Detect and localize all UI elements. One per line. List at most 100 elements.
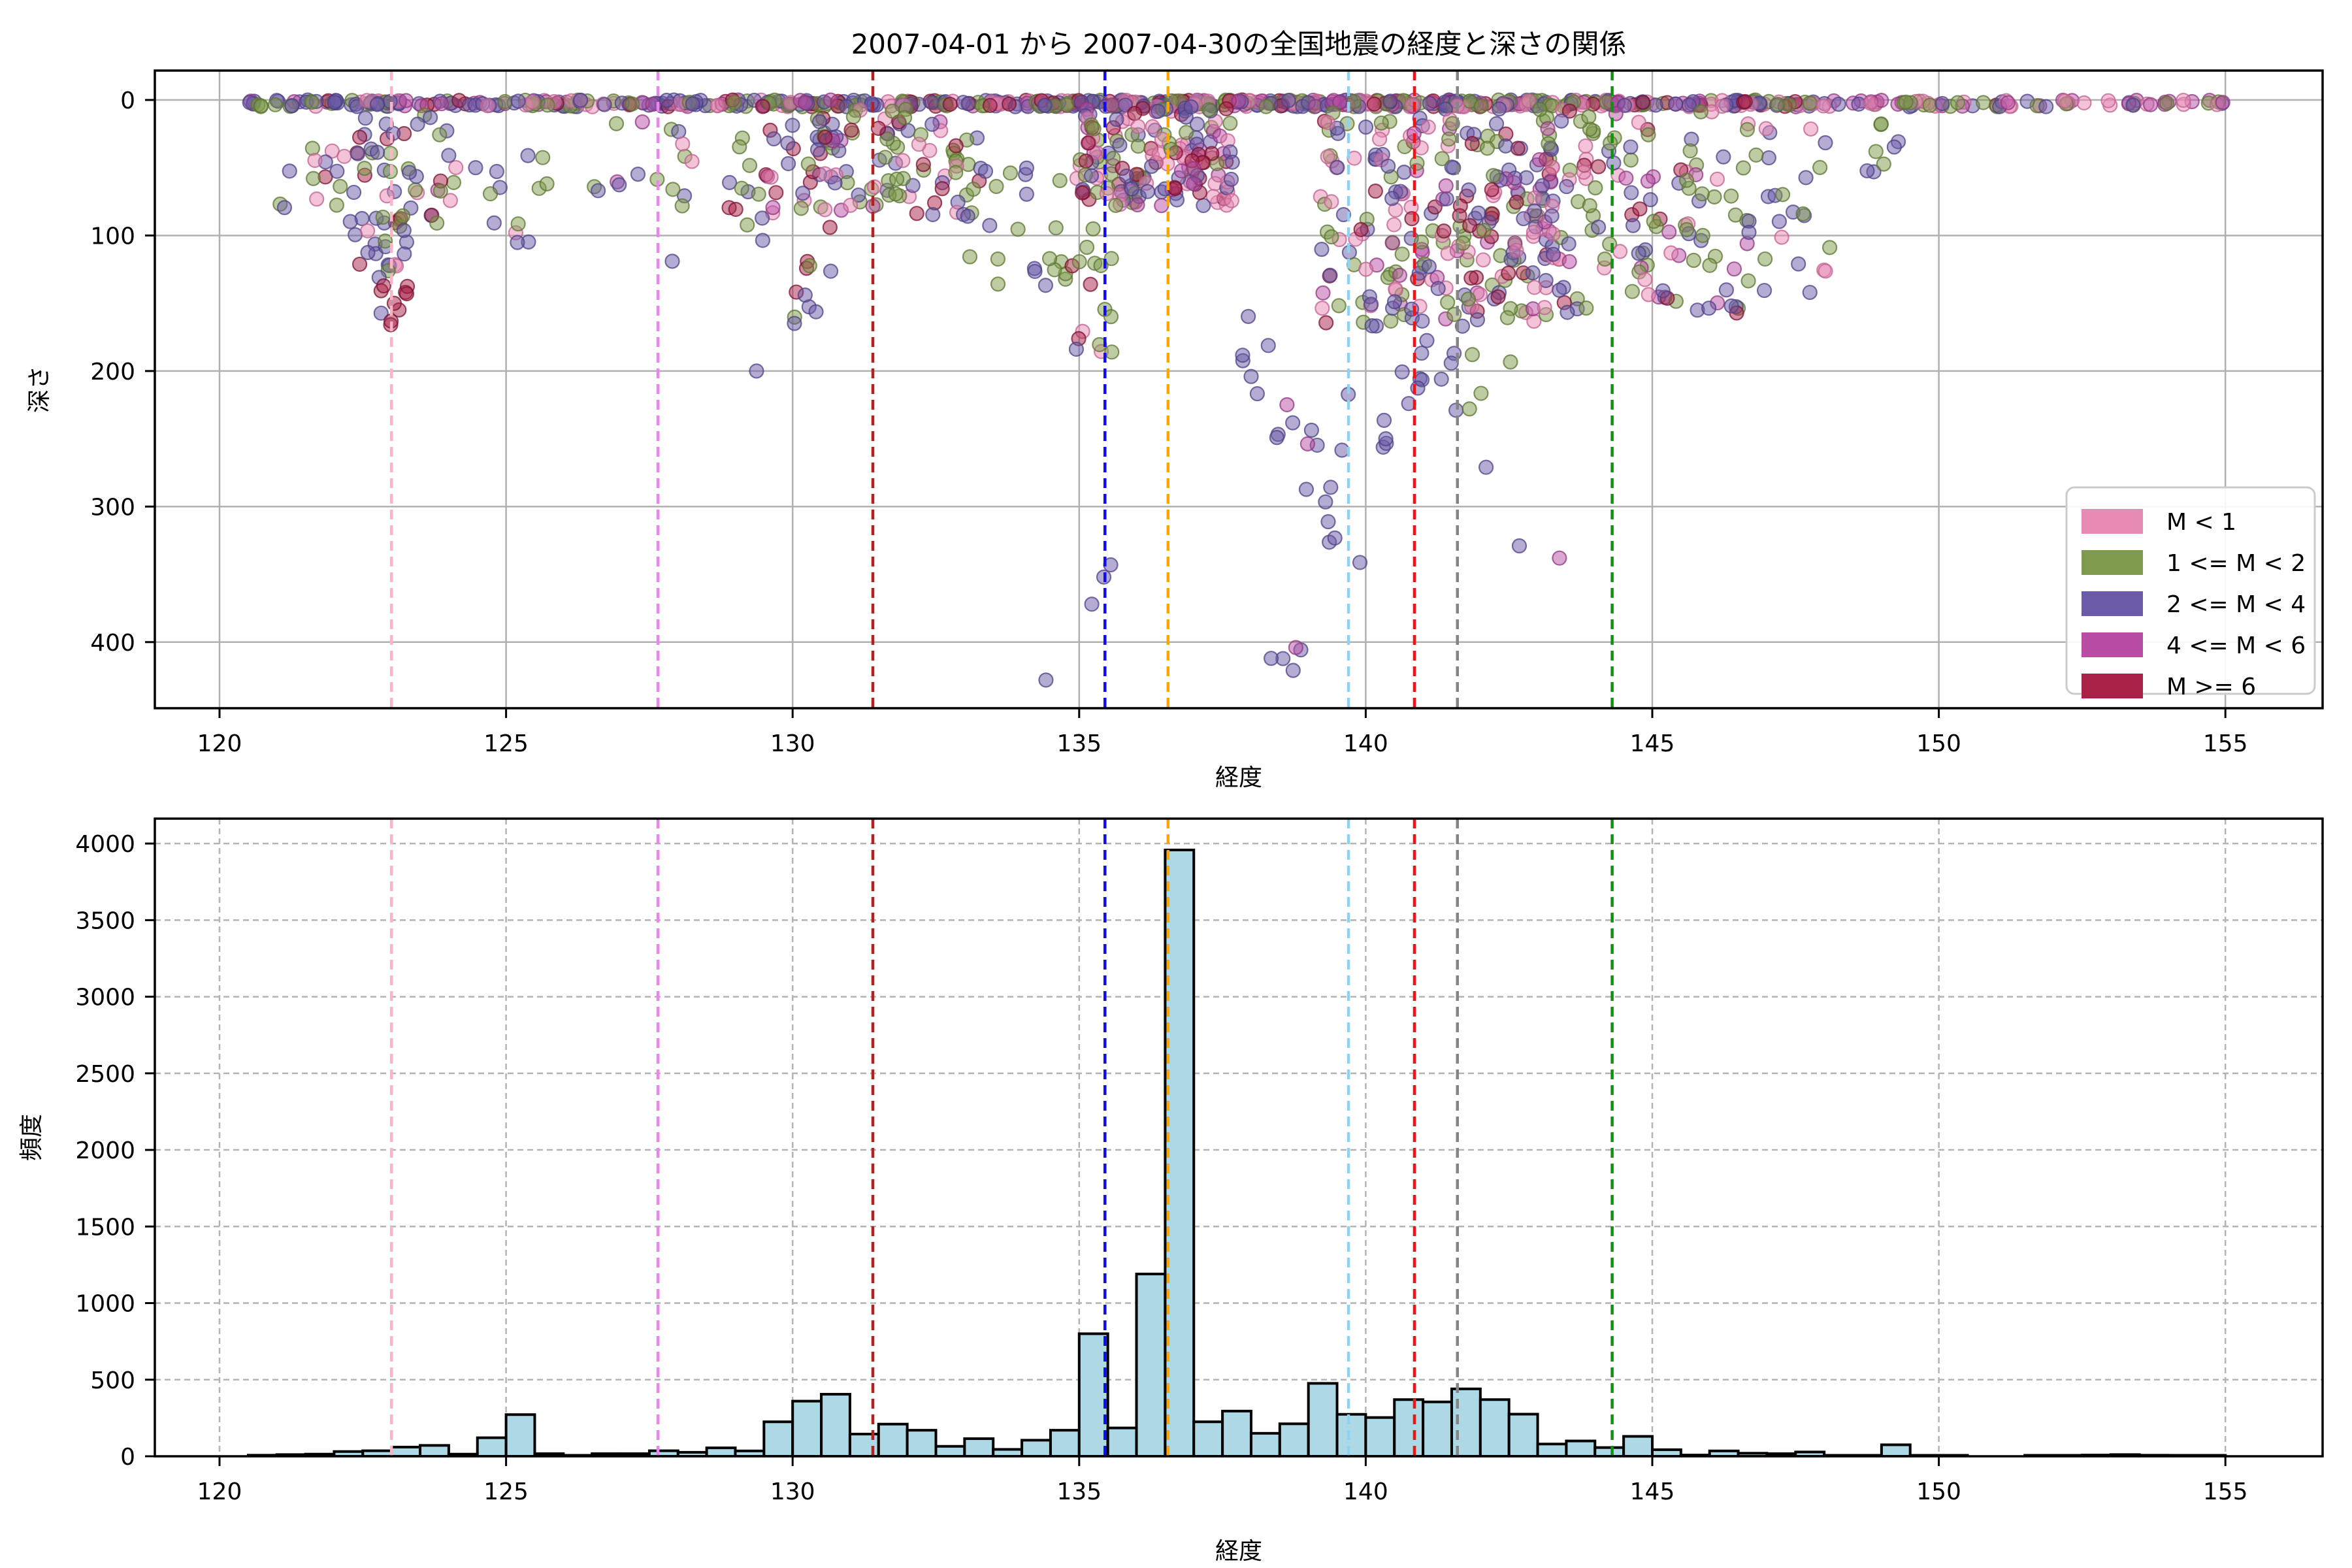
scatter-point bbox=[608, 116, 625, 131]
scatter-point bbox=[1476, 223, 1492, 238]
scatter-point bbox=[1509, 194, 1524, 210]
scatter-points-layer bbox=[242, 92, 2230, 688]
scatter-point bbox=[1511, 538, 1527, 554]
scatter-point bbox=[307, 152, 323, 169]
y-tick-label: 3500 bbox=[75, 907, 135, 934]
scatter-point bbox=[486, 215, 502, 231]
scatter-point bbox=[1559, 178, 1575, 195]
scatter-point bbox=[1646, 214, 1661, 229]
scatter-point bbox=[1454, 318, 1471, 334]
scatter-point bbox=[942, 96, 958, 112]
scatter-point bbox=[1222, 116, 1238, 131]
scatter-point bbox=[1473, 385, 1489, 401]
scatter-point bbox=[1950, 95, 1966, 110]
histogram-bar bbox=[476, 1436, 508, 1456]
scatter-point bbox=[433, 183, 448, 199]
x-tick-label: 145 bbox=[1630, 1478, 1675, 1505]
scatter-point bbox=[1818, 263, 1833, 279]
scatter-point bbox=[823, 92, 839, 108]
scatter-point bbox=[734, 180, 749, 196]
scatter-point bbox=[309, 191, 325, 207]
histogram-bar bbox=[791, 1399, 823, 1456]
scatter-point bbox=[2057, 93, 2072, 109]
scatter-point bbox=[1288, 640, 1303, 655]
scatter-point bbox=[851, 187, 866, 203]
scatter-point bbox=[351, 256, 368, 272]
scatter-point bbox=[1140, 184, 1156, 199]
scatter-point bbox=[1484, 182, 1499, 197]
histogram-xaxis-label: 経度 bbox=[1215, 1538, 1262, 1565]
scatter-point bbox=[797, 287, 813, 303]
y-tick-label: 2500 bbox=[75, 1061, 135, 1088]
y-tick-label: 4000 bbox=[75, 831, 135, 858]
x-tick-label: 155 bbox=[2203, 1478, 2248, 1505]
scatter-point bbox=[785, 118, 800, 133]
legend-label: M < 1 bbox=[2166, 509, 2236, 536]
scatter-point bbox=[510, 93, 526, 109]
scatter-point bbox=[811, 114, 828, 129]
scatter-point bbox=[1859, 163, 1875, 179]
scatter-point bbox=[1464, 347, 1480, 363]
scatter-point bbox=[934, 181, 950, 197]
scatter-point bbox=[879, 131, 895, 147]
histogram-bar bbox=[1278, 1422, 1310, 1456]
scatter-point bbox=[1709, 171, 1725, 187]
scatter-point bbox=[375, 209, 391, 225]
scatter-point bbox=[1898, 94, 1914, 110]
scatter-point bbox=[1509, 242, 1524, 258]
scatter-point bbox=[1367, 183, 1383, 199]
scatter-point bbox=[685, 96, 700, 112]
scatter-point bbox=[1694, 186, 1710, 202]
scatter-point bbox=[1641, 287, 1656, 302]
scatter-point bbox=[877, 150, 893, 165]
scatter-point bbox=[1243, 368, 1259, 384]
scatter-point bbox=[1167, 180, 1183, 197]
scatter-point bbox=[1041, 251, 1058, 267]
magnitude-legend: M < 1 1 <= M < 2 2 <= M < 4 4 <= M < 6 M >= … bbox=[2065, 486, 2316, 700]
scatter-point bbox=[896, 110, 913, 125]
x-tick-label: 125 bbox=[483, 730, 529, 757]
scatter-point bbox=[1382, 93, 1398, 109]
histogram-bar bbox=[390, 1445, 422, 1456]
scatter-point bbox=[1048, 220, 1064, 236]
histogram-bar bbox=[1622, 1435, 1654, 1456]
scatter-point bbox=[386, 295, 402, 311]
scatter-point bbox=[977, 163, 994, 179]
scatter-point bbox=[442, 193, 458, 208]
scatter-point bbox=[1258, 99, 1274, 114]
scatter-point bbox=[1876, 156, 1891, 172]
scatter-point bbox=[1083, 276, 1098, 292]
scatter-point bbox=[1538, 272, 1554, 288]
scatter-point bbox=[1331, 298, 1347, 314]
scatter-point bbox=[1498, 138, 1514, 154]
scatter-point bbox=[1537, 300, 1552, 316]
scatter-point bbox=[434, 96, 449, 112]
scatter-point bbox=[1625, 218, 1641, 233]
x-tick-label: 130 bbox=[770, 1478, 815, 1505]
scatter-point bbox=[1279, 397, 1295, 413]
scatter-point bbox=[1224, 154, 1240, 170]
x-tick-label: 120 bbox=[197, 730, 242, 757]
scatter-point bbox=[1422, 95, 1437, 111]
scatter-point bbox=[885, 103, 900, 119]
scatter-point bbox=[2100, 93, 2116, 108]
scatter-point bbox=[1130, 197, 1145, 213]
scatter-point bbox=[1802, 284, 1818, 301]
scatter-point bbox=[1071, 253, 1087, 270]
scatter-point bbox=[798, 95, 813, 110]
scatter-point bbox=[1701, 301, 1717, 316]
histogram-bar bbox=[504, 1413, 536, 1456]
scatter-point bbox=[674, 198, 690, 214]
scatter-point bbox=[1441, 131, 1457, 147]
scatter-point bbox=[1103, 251, 1119, 267]
scatter-point bbox=[351, 129, 368, 145]
scatter-point bbox=[659, 92, 674, 108]
scatter-point bbox=[1488, 116, 1505, 131]
scatter-point bbox=[1085, 221, 1101, 237]
scatter-point bbox=[1554, 113, 1569, 129]
scatter-point bbox=[480, 98, 495, 114]
scatter-point bbox=[1038, 672, 1054, 688]
scatter-point bbox=[284, 98, 300, 114]
scatter-point bbox=[1104, 344, 1120, 360]
scatter-point bbox=[751, 186, 766, 202]
